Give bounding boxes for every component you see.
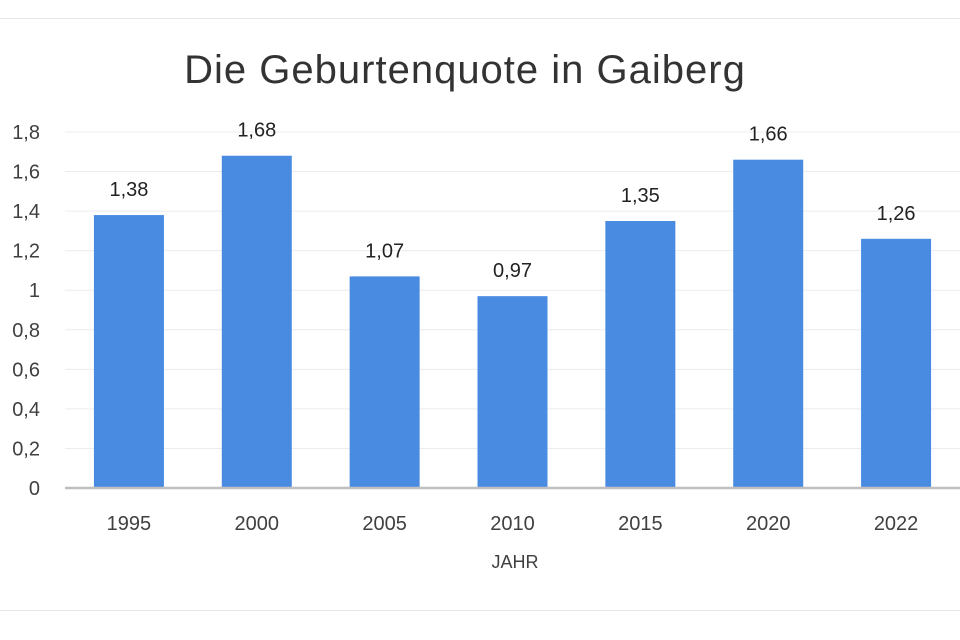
bar-2020 xyxy=(733,159,804,488)
x-tick-label-2020: 2020 xyxy=(746,513,791,535)
data-label-2010: 0,97 xyxy=(493,260,532,282)
bar-2005 xyxy=(349,276,420,488)
chart-title: Die Geburtenquote in Gaiberg xyxy=(184,48,746,92)
y-tick-label: 1,8 xyxy=(12,122,40,144)
y-tick-label: 1,4 xyxy=(12,201,40,223)
x-tick-label-2000: 2000 xyxy=(235,513,280,535)
data-label-1995: 1,38 xyxy=(109,179,148,201)
data-label-2020: 1,66 xyxy=(749,124,788,146)
y-tick-label: 0,4 xyxy=(12,399,40,421)
y-tick-label: 1 xyxy=(29,280,40,302)
x-tick-label-2010: 2010 xyxy=(490,513,535,535)
y-tick-label: 0 xyxy=(29,478,40,500)
y-tick-label: 1,2 xyxy=(12,241,40,263)
y-tick-label: 0,8 xyxy=(12,320,40,342)
x-tick-label-2022: 2022 xyxy=(874,513,919,535)
data-label-2005: 1,07 xyxy=(365,240,404,262)
labels: 0 0,2 0,4 0,6 0,8 1 1,2 1,4 1,6 1,8 1,38 1995 1,68 20… xyxy=(12,120,918,535)
data-label-2022: 1,26 xyxy=(877,203,916,225)
bar-2022 xyxy=(861,238,932,488)
bottom-border xyxy=(0,610,960,611)
data-label-2015: 1,35 xyxy=(621,185,660,207)
x-tick-label-2015: 2015 xyxy=(618,513,663,535)
bar-2010 xyxy=(477,296,548,488)
y-tick-label: 1,6 xyxy=(12,162,40,184)
y-tick-label: 0,6 xyxy=(12,359,40,381)
x-axis-title: JAHR xyxy=(491,552,538,572)
bars xyxy=(93,155,932,489)
top-border xyxy=(0,18,960,19)
bar-1995 xyxy=(93,215,164,489)
bar-2000 xyxy=(221,155,292,488)
bar-2015 xyxy=(605,221,676,488)
x-tick-label-2005: 2005 xyxy=(362,513,407,535)
y-tick-label: 0,2 xyxy=(12,438,40,460)
data-label-2000: 1,68 xyxy=(237,120,276,142)
x-tick-label-1995: 1995 xyxy=(107,513,152,535)
